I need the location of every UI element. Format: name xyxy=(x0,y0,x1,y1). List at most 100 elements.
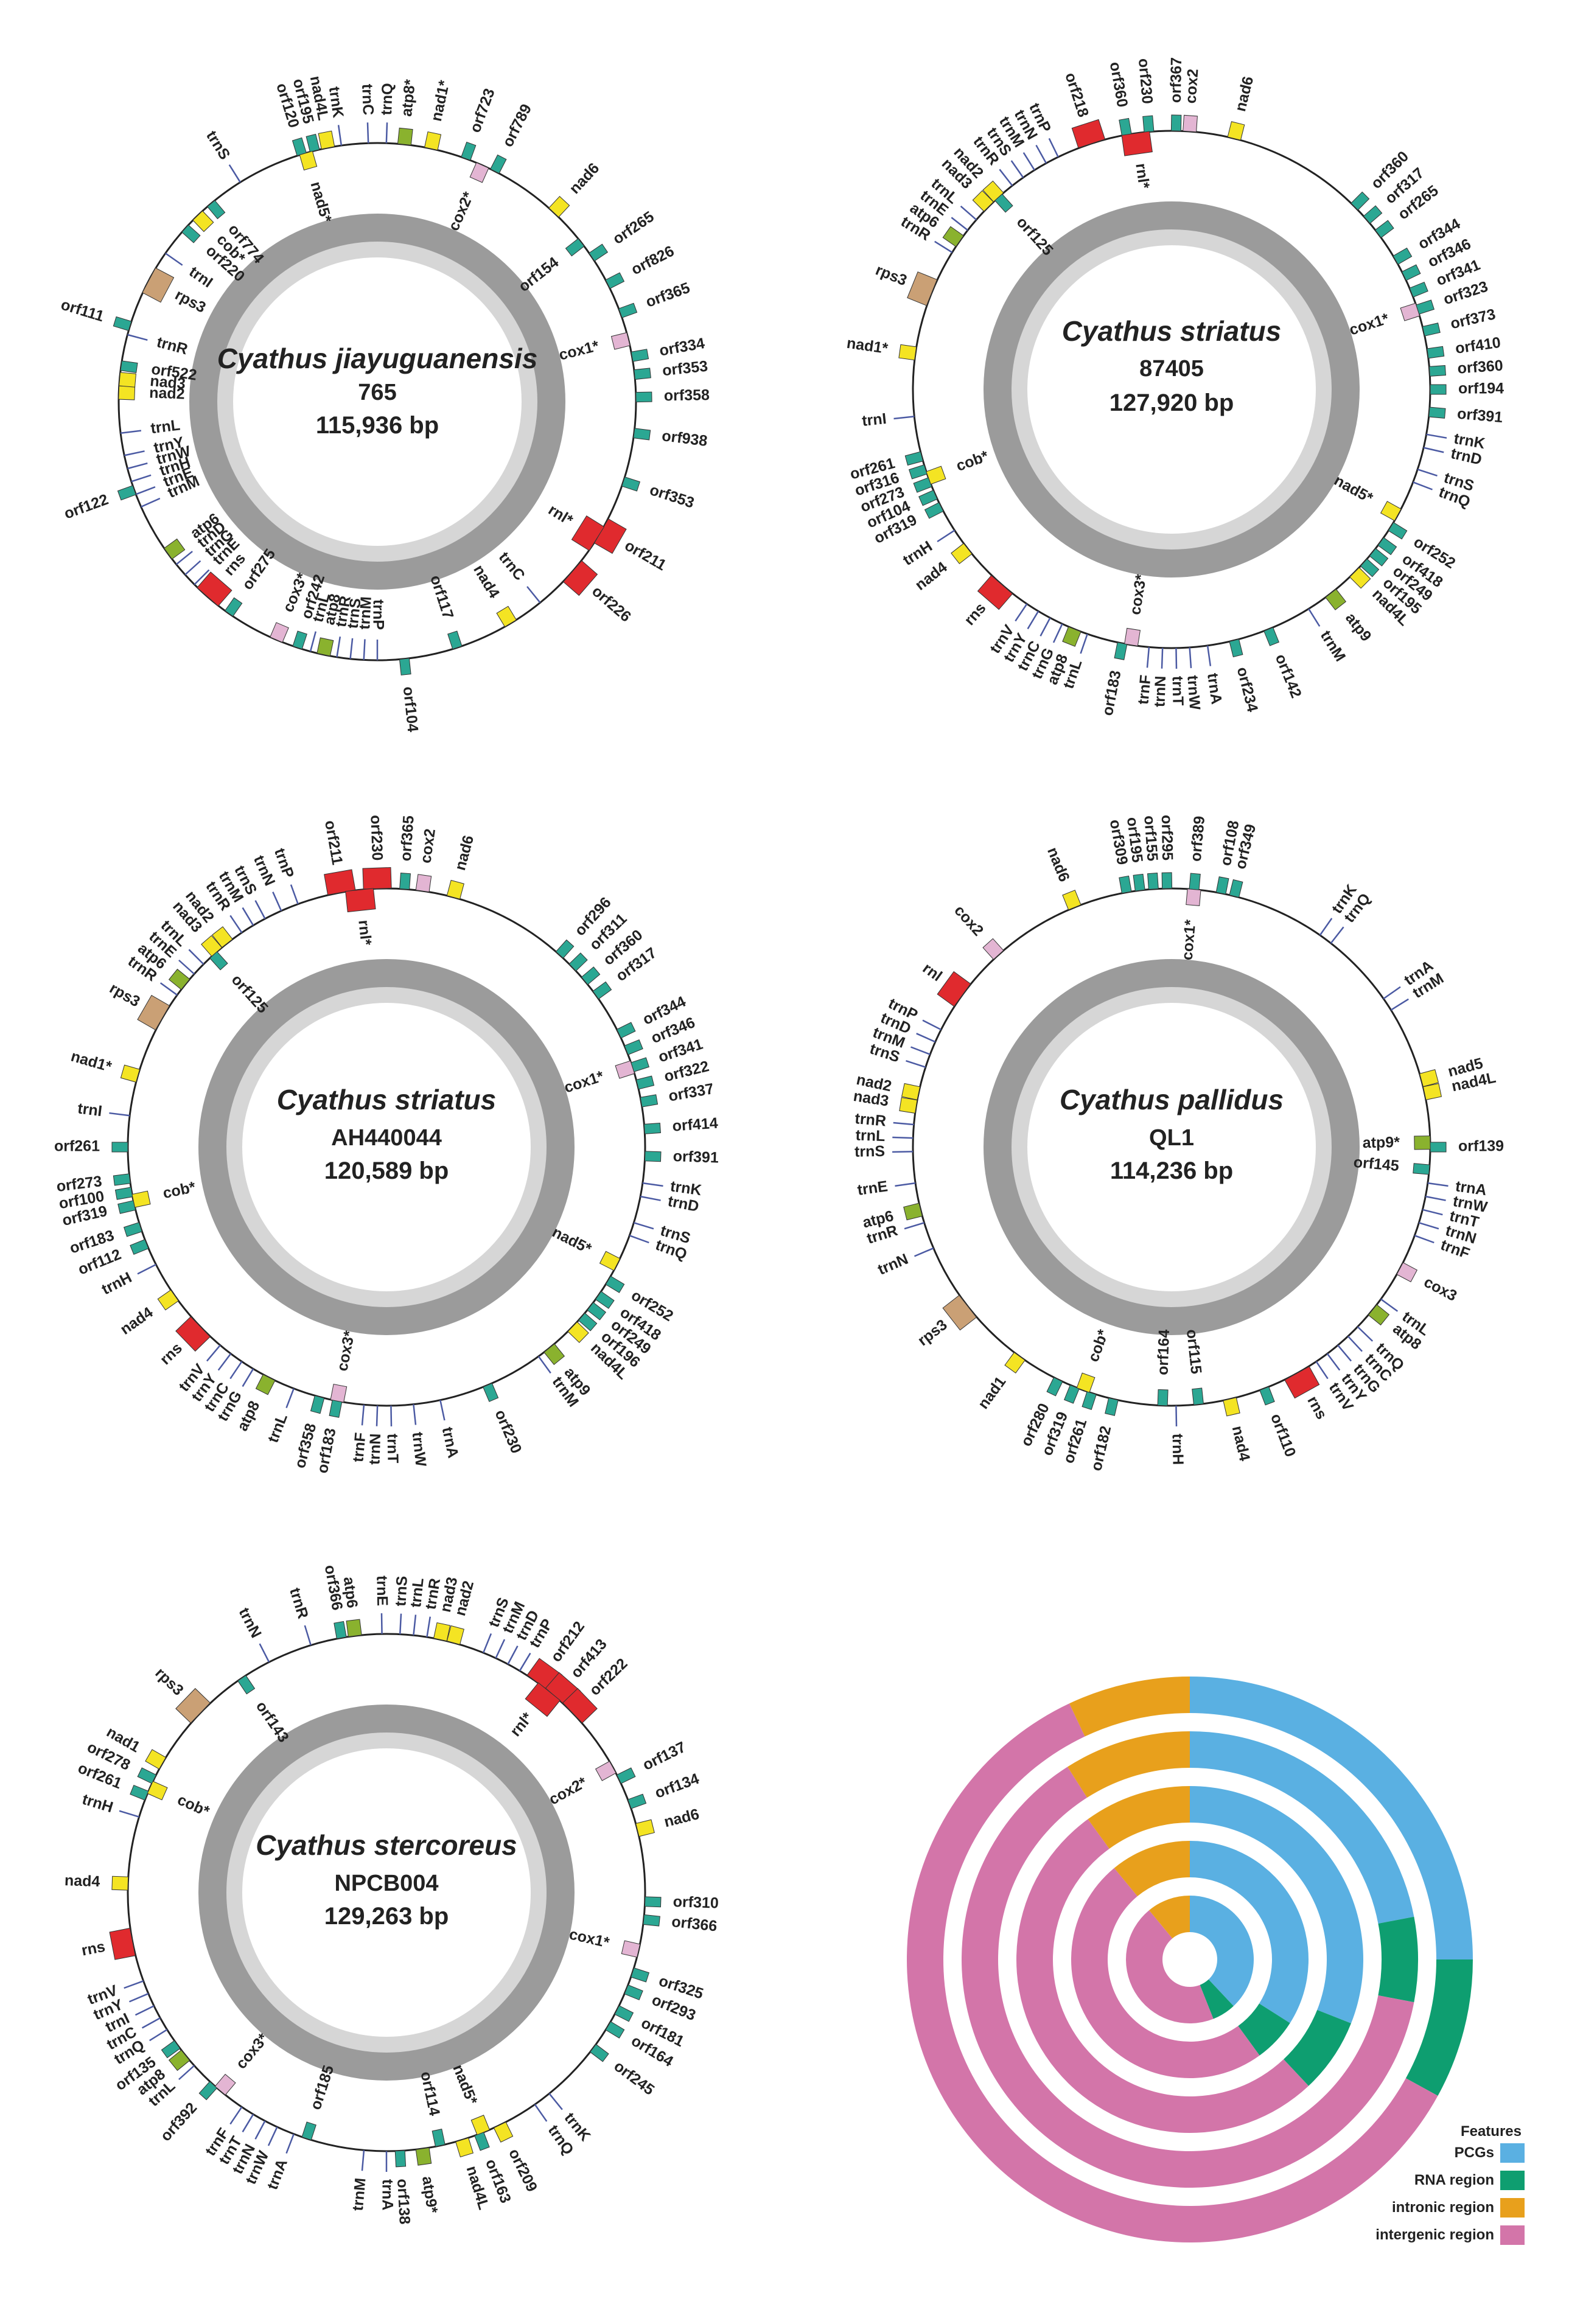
trna-tick xyxy=(242,907,254,926)
gene-block xyxy=(898,344,917,361)
gene-block xyxy=(589,243,609,262)
legend-item-rna-region: RNA region xyxy=(1414,2171,1525,2190)
gene-nad5-star: nad5* xyxy=(449,2062,491,2135)
donut-segment-pcgs xyxy=(1190,1786,1363,2023)
gene-block xyxy=(1170,114,1182,131)
gene-label: rns xyxy=(961,599,990,629)
gene-block xyxy=(120,1064,141,1083)
trna-tick xyxy=(1146,647,1150,668)
trna-tick xyxy=(1419,1222,1439,1230)
gene-label: nad6 xyxy=(1044,845,1073,884)
gene-label: cox1* xyxy=(557,337,601,363)
gene-block xyxy=(329,1400,343,1418)
donut-segment-intronic xyxy=(1068,1731,1190,1798)
gene-label: atp6 xyxy=(340,1576,361,1609)
trna-tick xyxy=(1330,926,1344,944)
gene-cox1-star: cox1* xyxy=(1347,302,1421,339)
gene-orf185: orf185 xyxy=(301,2063,337,2141)
legend-swatch xyxy=(1500,2143,1525,2163)
gene-label: trnS xyxy=(344,598,364,630)
trna-tick xyxy=(267,2126,278,2146)
gene-trnS: trnS xyxy=(392,1576,411,1635)
gene-label: orf110 xyxy=(1267,1411,1299,1459)
trna-tick xyxy=(895,1182,916,1187)
species-name: Cyathus striatus xyxy=(277,1084,496,1115)
gene-block xyxy=(1227,121,1245,141)
trna-tick xyxy=(184,560,201,576)
gene-cox3-star: cox3* xyxy=(330,1329,358,1403)
gene-block xyxy=(123,1222,142,1237)
gene-block xyxy=(168,968,190,990)
trna-tick xyxy=(165,253,183,266)
gene-block xyxy=(147,1781,168,1801)
gene-orf353: orf353 xyxy=(634,358,708,380)
gene-block xyxy=(1161,872,1173,889)
gene-label: orf360 xyxy=(1106,61,1131,109)
gene-label: trnT xyxy=(1169,676,1187,706)
gene-label: nad2 xyxy=(149,385,185,403)
gene-block xyxy=(299,150,318,171)
gene-nad5-star: nad5* xyxy=(1331,472,1402,522)
trna-tick xyxy=(1015,603,1028,622)
gene-block xyxy=(142,267,175,303)
gene-label: cox3* xyxy=(232,2030,272,2072)
gene-block xyxy=(1147,873,1159,890)
trna-tick xyxy=(1422,1209,1443,1216)
gene-nad6: nad6 xyxy=(446,834,477,899)
gene-orf373: orf373 xyxy=(1422,305,1497,337)
gene-rns: rns xyxy=(1284,1366,1330,1422)
gene-block xyxy=(490,154,507,174)
trna-tick xyxy=(135,2005,155,2016)
gene-block xyxy=(908,464,928,480)
trna-tick xyxy=(426,1616,432,1638)
trna-tick xyxy=(109,1112,130,1117)
gene-label: rps3 xyxy=(152,1664,186,1699)
gene-label: nad1* xyxy=(428,79,453,123)
trna-tick xyxy=(229,2106,243,2125)
legend-item-pcgs: PCGs xyxy=(1455,2143,1525,2163)
gene-orf826: orf826 xyxy=(605,242,677,289)
gene-block xyxy=(111,1876,129,1891)
gene-block xyxy=(198,2081,218,2101)
gene-block xyxy=(644,1151,662,1162)
gene-nad5-star: nad5* xyxy=(550,1224,621,1271)
gene-label: orf789 xyxy=(499,101,535,150)
donut-segment-rna-region xyxy=(1378,1916,1418,2003)
gene-label: trnH xyxy=(80,1791,115,1816)
gene-block xyxy=(197,571,232,607)
gene-label: orf391 xyxy=(1456,405,1503,426)
gene-block xyxy=(903,1202,923,1221)
gene-block xyxy=(901,1083,921,1100)
features-legend: Features PCGs RNA region intronic region… xyxy=(1375,2123,1525,2245)
gene-label: trnI xyxy=(77,1100,103,1120)
gene-label: nad3 xyxy=(149,372,186,393)
gene-block xyxy=(1374,220,1394,239)
gene-orf938: orf938 xyxy=(633,427,708,450)
gene-trnC: trnC xyxy=(495,549,541,604)
gene-block xyxy=(362,867,392,890)
gene-atp6: atp6 xyxy=(340,1576,362,1638)
gene-rnl: rnl xyxy=(920,960,971,1007)
gene-label: trnR xyxy=(854,1110,887,1129)
gene-trnH: trnH xyxy=(900,529,956,569)
gene-label: orf265 xyxy=(610,208,657,248)
gene-trnF: trnF xyxy=(1134,647,1155,705)
gene-label: orf182 xyxy=(1088,1424,1114,1472)
gene-label: cob* xyxy=(954,447,991,475)
gene-orf789: orf789 xyxy=(490,101,535,174)
gene-label: orf218 xyxy=(1061,71,1092,119)
gene-block xyxy=(415,874,432,893)
donut-segment-intergenic xyxy=(1071,1868,1260,2079)
trna-tick xyxy=(534,2104,548,2122)
gene-block xyxy=(1380,501,1402,522)
gene-block xyxy=(1368,1304,1390,1326)
gene-label: nad1 xyxy=(974,1373,1009,1412)
gene-block xyxy=(1189,873,1201,890)
gene-trnT: trnT xyxy=(384,1405,401,1464)
gene-label: trnN xyxy=(1151,675,1169,707)
gene-label: trnC xyxy=(358,83,377,115)
trna-tick xyxy=(178,959,195,975)
donut-ring xyxy=(962,1731,1418,2188)
